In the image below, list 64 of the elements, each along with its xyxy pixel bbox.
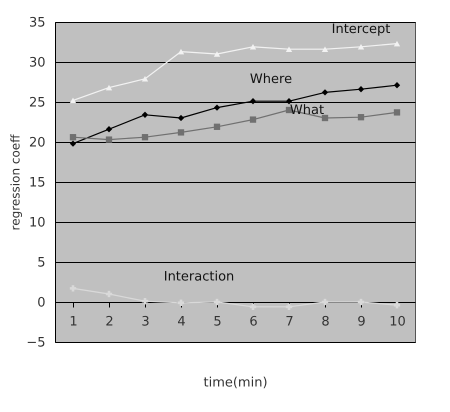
series-label: Interaction bbox=[164, 269, 234, 284]
point bbox=[394, 302, 400, 308]
point bbox=[286, 46, 292, 52]
x-axis-title: time(min) bbox=[203, 376, 268, 390]
x-tick-label: 4 bbox=[177, 314, 186, 330]
y-tick-label: 15 bbox=[28, 176, 46, 190]
y-tick-label: 20 bbox=[28, 136, 46, 150]
point bbox=[178, 48, 184, 54]
point bbox=[322, 298, 328, 306]
y-tick-label: 10 bbox=[28, 216, 46, 230]
y-tick-label: −5 bbox=[26, 336, 46, 350]
y-tick-label: 30 bbox=[28, 56, 46, 70]
point bbox=[142, 134, 148, 140]
point bbox=[70, 134, 76, 140]
point bbox=[142, 112, 148, 118]
point bbox=[322, 46, 328, 52]
point bbox=[214, 124, 220, 130]
x-tick-label: 7 bbox=[285, 314, 294, 330]
y-tick-label: 5 bbox=[37, 256, 46, 270]
x-tick-label: 6 bbox=[249, 314, 258, 330]
x-tick-label: 1 bbox=[69, 314, 78, 330]
point bbox=[322, 89, 328, 96]
point bbox=[358, 298, 364, 306]
point bbox=[358, 44, 364, 50]
point bbox=[214, 51, 220, 57]
point bbox=[250, 304, 256, 310]
point bbox=[142, 298, 148, 304]
point bbox=[70, 98, 76, 104]
x-tick-label: 2 bbox=[105, 314, 114, 330]
point bbox=[250, 44, 256, 50]
point bbox=[106, 126, 112, 132]
point bbox=[322, 114, 328, 122]
point bbox=[286, 304, 292, 310]
x-tick-label: 9 bbox=[357, 314, 366, 330]
series-label: What bbox=[290, 103, 324, 118]
point bbox=[106, 136, 112, 143]
point bbox=[178, 114, 184, 122]
point bbox=[358, 114, 364, 120]
point bbox=[178, 129, 184, 136]
point bbox=[106, 290, 112, 298]
point bbox=[214, 104, 220, 111]
point bbox=[70, 285, 76, 292]
x-tick-label: 8 bbox=[321, 314, 330, 330]
y-tick-label: 35 bbox=[28, 16, 46, 30]
point bbox=[394, 82, 400, 88]
y-axis-title: regression coeff bbox=[8, 134, 22, 230]
point bbox=[106, 84, 112, 90]
point bbox=[250, 116, 256, 123]
series-label: Where bbox=[250, 72, 292, 87]
x-tick-label: 3 bbox=[141, 314, 150, 330]
y-tick-label: 25 bbox=[28, 96, 46, 110]
point bbox=[70, 140, 76, 147]
point bbox=[394, 40, 400, 46]
series-label: Intercept bbox=[332, 22, 390, 38]
y-tick-label: 0 bbox=[37, 296, 46, 310]
point bbox=[358, 86, 364, 92]
x-tick-label: 5 bbox=[213, 314, 222, 330]
x-tick-label: 10 bbox=[389, 314, 406, 330]
point bbox=[286, 98, 292, 104]
point bbox=[178, 300, 184, 306]
point bbox=[394, 109, 400, 116]
point bbox=[214, 298, 220, 306]
point bbox=[142, 76, 148, 82]
point bbox=[250, 98, 256, 104]
